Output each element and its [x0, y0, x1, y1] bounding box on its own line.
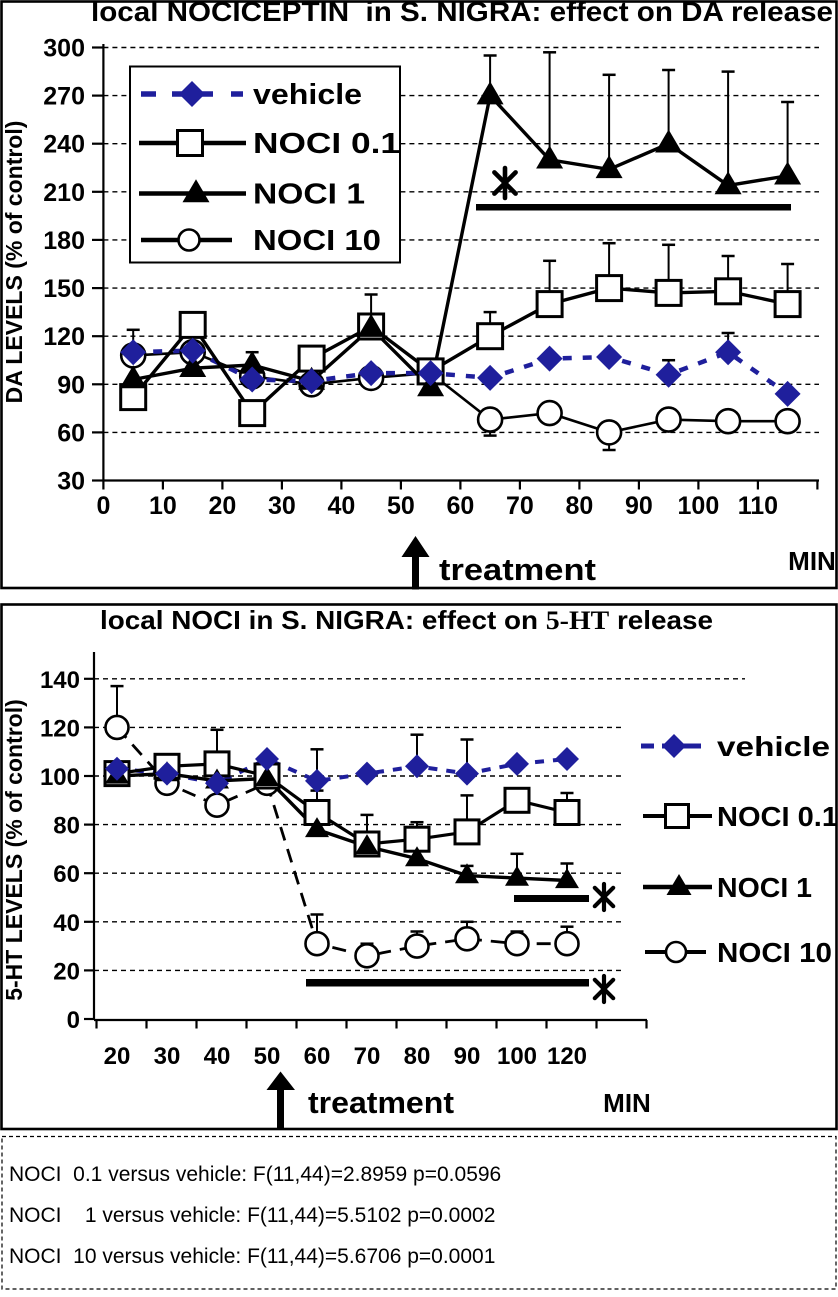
svg-text:120: 120 — [40, 715, 80, 742]
svg-text:NOCI 10 versus vehicle: F(11,: NOCI 10 versus vehicle: F(11,44)=5.6706 … — [9, 1245, 495, 1268]
svg-text:MIN: MIN — [603, 1088, 651, 1118]
svg-text:100: 100 — [678, 492, 720, 520]
svg-text:60: 60 — [304, 1043, 331, 1070]
svg-text:70: 70 — [354, 1043, 381, 1070]
svg-text:180: 180 — [43, 227, 85, 255]
svg-text:treatment: treatment — [308, 1085, 454, 1120]
svg-text:140: 140 — [40, 667, 80, 694]
svg-text:treatment: treatment — [439, 552, 596, 587]
svg-text:60: 60 — [53, 861, 80, 888]
svg-text:NOCI 0.1 versus vehicle: F(11: NOCI 0.1 versus vehicle: F(11,44)=2.8959… — [9, 1163, 501, 1186]
svg-text:40: 40 — [53, 910, 80, 937]
svg-text:local NOCI in S. NIGRA: effect: local NOCI in S. NIGRA: effect on 5-HT r… — [100, 605, 713, 635]
svg-text:90: 90 — [625, 492, 653, 520]
svg-text:0: 0 — [67, 1007, 80, 1034]
svg-text:NOCI 10: NOCI 10 — [253, 225, 381, 257]
svg-text:local NOCICEPTIN in S. NIGRA:: local NOCICEPTIN in S. NIGRA: effect on … — [91, 0, 833, 27]
svg-text:NOCI 0.1: NOCI 0.1 — [253, 128, 400, 160]
svg-text:30: 30 — [268, 492, 296, 520]
svg-text:90: 90 — [454, 1043, 481, 1070]
svg-text:vehicle: vehicle — [253, 79, 362, 111]
svg-text:90: 90 — [57, 371, 85, 399]
svg-text:80: 80 — [53, 813, 80, 840]
svg-text:50: 50 — [254, 1043, 281, 1070]
svg-text:60: 60 — [446, 492, 474, 520]
svg-text:vehicle: vehicle — [717, 731, 830, 762]
svg-text:10: 10 — [149, 492, 177, 520]
svg-text:MIN: MIN — [788, 546, 836, 576]
svg-text:NOCI 1: NOCI 1 — [717, 872, 812, 903]
svg-text:80: 80 — [565, 492, 593, 520]
svg-text:300: 300 — [43, 35, 85, 63]
svg-text:20: 20 — [104, 1043, 131, 1070]
svg-text:40: 40 — [327, 492, 355, 520]
svg-text:20: 20 — [208, 492, 236, 520]
svg-text:NOCI 0.1: NOCI 0.1 — [717, 801, 838, 832]
svg-text:NOCI 1 versus vehicle: F(11: NOCI 1 versus vehicle: F(11,44)=5.5102 p… — [9, 1204, 495, 1227]
svg-text:80: 80 — [404, 1043, 431, 1070]
svg-text:100: 100 — [497, 1043, 537, 1070]
svg-text:DA LEVELS (% of control): DA LEVELS (% of control) — [1, 121, 27, 404]
svg-text:NOCI 1: NOCI 1 — [253, 179, 365, 211]
svg-text:0: 0 — [96, 492, 110, 520]
svg-text:100: 100 — [40, 764, 80, 791]
svg-text:60: 60 — [57, 419, 85, 447]
svg-text:150: 150 — [43, 275, 85, 303]
svg-text:50: 50 — [387, 492, 415, 520]
svg-text:110: 110 — [738, 492, 778, 520]
svg-text:240: 240 — [43, 131, 85, 159]
svg-text:120: 120 — [43, 323, 85, 351]
svg-text:20: 20 — [53, 958, 80, 985]
svg-text:30: 30 — [154, 1043, 181, 1070]
svg-text:70: 70 — [506, 492, 534, 520]
svg-text:40: 40 — [204, 1043, 231, 1070]
svg-text:5-HT LEVELS (% of control): 5-HT LEVELS (% of control) — [1, 699, 27, 1001]
svg-text:30: 30 — [57, 468, 85, 496]
svg-text:210: 210 — [43, 179, 85, 207]
svg-text:NOCI 10: NOCI 10 — [717, 937, 832, 968]
svg-text:270: 270 — [43, 83, 85, 111]
svg-text:120: 120 — [547, 1043, 587, 1070]
